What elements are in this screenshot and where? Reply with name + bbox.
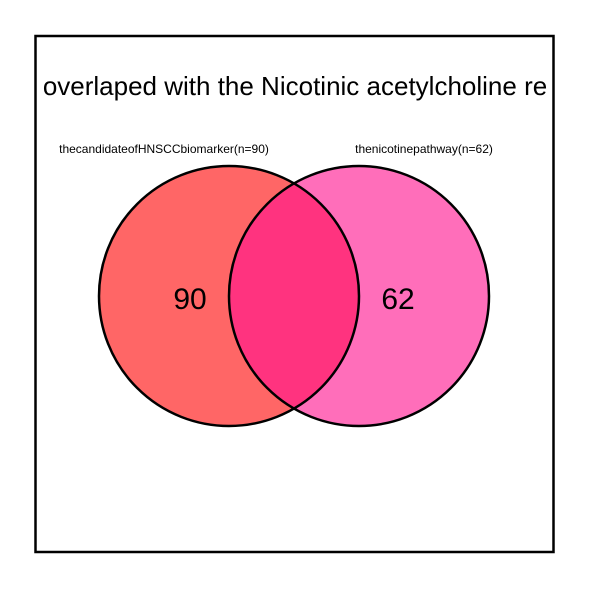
set-a-only-count: 90 bbox=[173, 283, 206, 316]
set-b-label: thenicotinepathway(n=62) bbox=[355, 142, 493, 156]
intersection-region bbox=[229, 166, 359, 426]
set-a-outline bbox=[97, 164, 361, 428]
set-b-only-count: 62 bbox=[381, 283, 414, 316]
set-a-label: thecandidateofHNSCCbiomarker(n=90) bbox=[59, 142, 269, 156]
set-b-outline bbox=[227, 164, 491, 428]
plot-frame bbox=[34, 34, 555, 554]
chart-title: overlaped with the Nicotinic acetylcholi… bbox=[43, 71, 547, 101]
